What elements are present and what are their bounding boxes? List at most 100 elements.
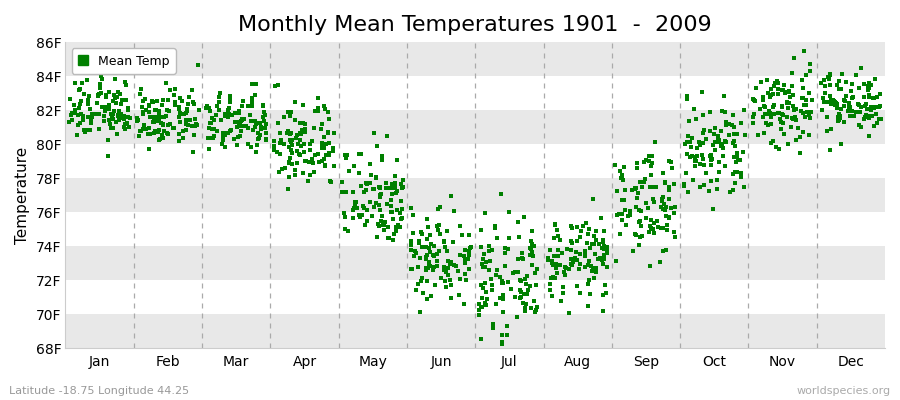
Point bbox=[826, 97, 841, 104]
Point bbox=[553, 237, 567, 243]
Point bbox=[543, 287, 557, 293]
Point bbox=[93, 80, 107, 87]
Point bbox=[464, 245, 478, 251]
Point bbox=[222, 98, 237, 105]
Point bbox=[544, 293, 559, 299]
Point bbox=[579, 220, 593, 226]
Point bbox=[291, 141, 305, 147]
Point bbox=[571, 237, 585, 244]
Point bbox=[429, 251, 444, 258]
Point bbox=[372, 202, 386, 208]
Point bbox=[288, 167, 302, 174]
Point bbox=[869, 120, 884, 126]
Point bbox=[243, 112, 257, 118]
Point bbox=[633, 218, 647, 224]
Point bbox=[690, 144, 705, 151]
Point bbox=[595, 257, 609, 263]
Point bbox=[373, 183, 387, 190]
Point bbox=[122, 114, 137, 121]
Point bbox=[180, 106, 194, 112]
Point bbox=[639, 215, 653, 221]
Point bbox=[564, 224, 579, 231]
Point bbox=[564, 240, 579, 246]
Point bbox=[727, 142, 742, 149]
Point bbox=[597, 292, 611, 298]
Point bbox=[799, 96, 814, 103]
Point bbox=[786, 92, 800, 98]
Point bbox=[319, 141, 333, 147]
Point bbox=[152, 118, 166, 124]
Point bbox=[589, 228, 603, 234]
Point bbox=[96, 118, 111, 124]
Point bbox=[418, 267, 433, 273]
Point bbox=[134, 128, 148, 134]
Point bbox=[447, 262, 462, 268]
Point bbox=[210, 128, 224, 134]
Point bbox=[293, 131, 308, 137]
Point bbox=[551, 247, 565, 253]
Point bbox=[84, 106, 98, 112]
Point bbox=[108, 76, 122, 83]
Point bbox=[774, 126, 788, 132]
Point bbox=[81, 97, 95, 104]
Point bbox=[796, 94, 810, 101]
Point bbox=[760, 111, 774, 118]
Point bbox=[320, 129, 335, 135]
Point bbox=[489, 272, 503, 278]
Point bbox=[623, 212, 637, 219]
Point bbox=[246, 127, 260, 134]
Point bbox=[229, 119, 243, 126]
Point bbox=[409, 287, 423, 293]
Point bbox=[828, 102, 842, 108]
Point bbox=[413, 278, 428, 284]
Point bbox=[436, 239, 451, 245]
Point bbox=[284, 147, 298, 153]
Point bbox=[635, 184, 650, 190]
Bar bbox=[66, 144, 885, 178]
Point bbox=[116, 113, 130, 120]
Point bbox=[303, 147, 318, 153]
Point bbox=[821, 73, 835, 80]
Point bbox=[256, 102, 270, 108]
Point bbox=[374, 192, 388, 198]
Point bbox=[860, 112, 874, 118]
Point bbox=[830, 105, 844, 112]
Point bbox=[814, 107, 829, 114]
Point bbox=[374, 184, 388, 191]
Point bbox=[419, 254, 434, 260]
Point bbox=[777, 131, 791, 138]
Point bbox=[419, 278, 434, 284]
Point bbox=[523, 283, 537, 290]
Point bbox=[214, 116, 229, 123]
Point bbox=[642, 229, 656, 236]
Point bbox=[570, 223, 584, 230]
Point bbox=[355, 211, 369, 218]
Point bbox=[172, 106, 186, 112]
Point bbox=[81, 101, 95, 108]
Point bbox=[454, 232, 469, 239]
Point bbox=[363, 161, 377, 167]
Point bbox=[238, 123, 253, 129]
Point bbox=[92, 126, 106, 132]
Point bbox=[90, 100, 104, 106]
Point bbox=[421, 265, 436, 272]
Point bbox=[64, 117, 78, 123]
Point bbox=[735, 149, 750, 156]
Point bbox=[303, 172, 318, 178]
Point bbox=[384, 197, 399, 203]
Point bbox=[580, 230, 595, 237]
Point bbox=[94, 76, 109, 82]
Point bbox=[310, 95, 325, 102]
Point bbox=[135, 104, 149, 110]
Point bbox=[311, 108, 326, 114]
Point bbox=[703, 127, 717, 134]
Point bbox=[620, 213, 634, 219]
Point bbox=[514, 294, 528, 300]
Point bbox=[446, 208, 461, 214]
Point bbox=[762, 110, 777, 117]
Point bbox=[634, 222, 648, 229]
Point bbox=[384, 203, 399, 210]
Point bbox=[771, 86, 786, 92]
Point bbox=[390, 157, 404, 164]
Point bbox=[836, 97, 850, 103]
